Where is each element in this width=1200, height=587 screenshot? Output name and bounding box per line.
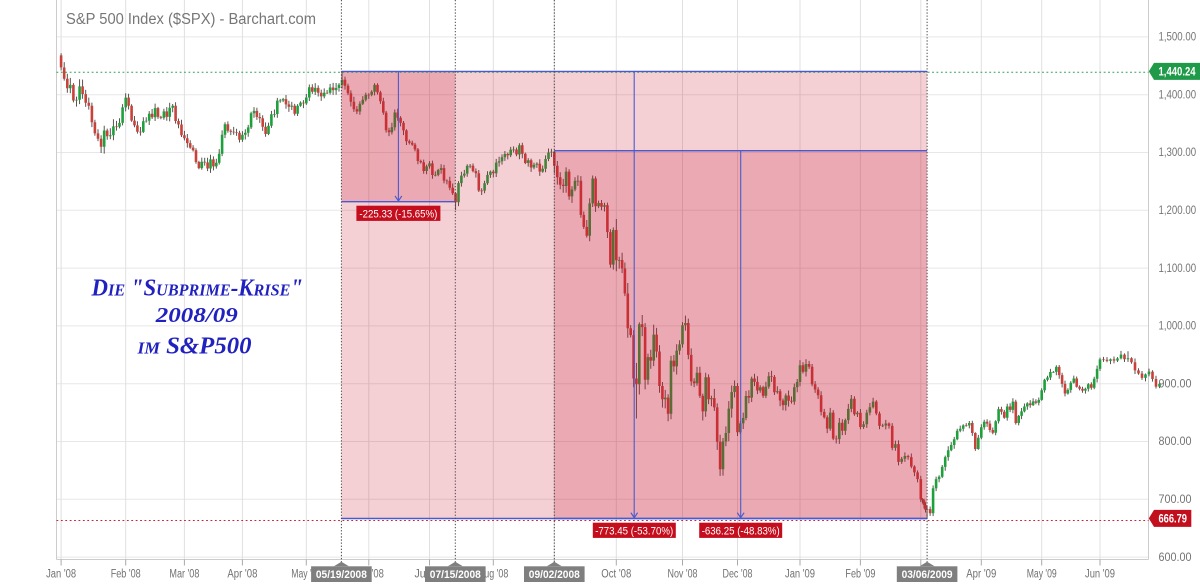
svg-text:1,500.00: 1,500.00 xyxy=(1159,32,1197,44)
svg-text:Jan '08: Jan '08 xyxy=(46,568,76,580)
svg-text:Jun '09: Jun '09 xyxy=(1085,568,1115,580)
svg-text:S&P 500 Index ($SPX) - Barchar: S&P 500 Index ($SPX) - Barchart.com xyxy=(66,11,316,28)
svg-text:1,440.24: 1,440.24 xyxy=(1159,66,1197,78)
svg-text:1,000.00: 1,000.00 xyxy=(1159,321,1197,333)
svg-text:2008/09: 2008/09 xyxy=(155,303,238,327)
svg-text:Aug '08: Aug '08 xyxy=(478,568,508,580)
svg-text:Jan '09: Jan '09 xyxy=(785,568,815,580)
svg-text:Apr '08: Apr '08 xyxy=(227,568,257,580)
svg-text:Feb '09: Feb '09 xyxy=(845,568,875,580)
svg-text:800.00: 800.00 xyxy=(1159,436,1192,448)
svg-text:900.00: 900.00 xyxy=(1159,378,1192,390)
svg-text:-225.33 (-15.65%): -225.33 (-15.65%) xyxy=(359,208,437,220)
svg-text:600.00: 600.00 xyxy=(1159,552,1192,564)
svg-text:Nov '08: Nov '08 xyxy=(668,568,698,580)
svg-text:03/06/2009: 03/06/2009 xyxy=(902,569,953,581)
svg-text:Feb '08: Feb '08 xyxy=(111,568,141,580)
svg-text:Mar '08: Mar '08 xyxy=(169,568,199,580)
svg-text:1,100.00: 1,100.00 xyxy=(1159,263,1197,275)
svg-text:07/15/2008: 07/15/2008 xyxy=(430,569,481,581)
svg-text:-773.45 (-53.70%): -773.45 (-53.70%) xyxy=(595,525,673,537)
svg-text:im S&P500: im S&P500 xyxy=(136,333,251,359)
svg-text:1,400.00: 1,400.00 xyxy=(1159,89,1197,101)
svg-text:Dec '08: Dec '08 xyxy=(723,568,753,580)
svg-text:May '09: May '09 xyxy=(1027,568,1057,580)
svg-text:-636.25 (-48.83%): -636.25 (-48.83%) xyxy=(702,525,780,537)
svg-text:Oct '08: Oct '08 xyxy=(601,568,631,580)
svg-text:09/02/2008: 09/02/2008 xyxy=(529,569,580,581)
svg-text:Die "Subprime-Krise": Die "Subprime-Krise" xyxy=(91,275,303,301)
svg-text:Apr '09: Apr '09 xyxy=(966,568,996,580)
svg-text:1,300.00: 1,300.00 xyxy=(1159,147,1197,159)
svg-text:666.79: 666.79 xyxy=(1159,513,1187,525)
svg-text:1,200.00: 1,200.00 xyxy=(1159,205,1197,217)
svg-text:05/19/2008: 05/19/2008 xyxy=(316,569,367,581)
svg-text:700.00: 700.00 xyxy=(1159,494,1192,506)
